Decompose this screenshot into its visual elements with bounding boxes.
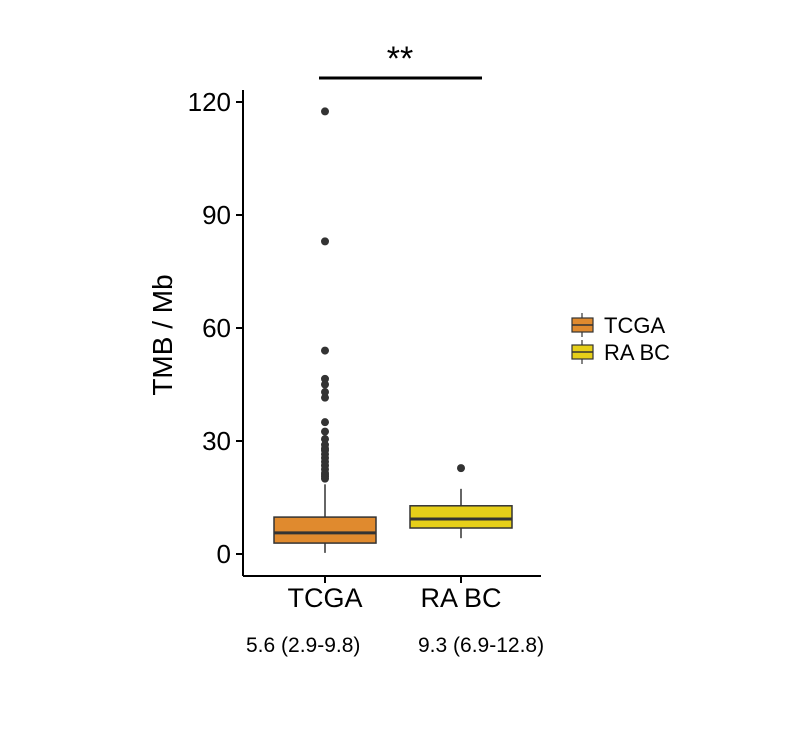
y-ticks: 0 30 60 90 120 bbox=[188, 87, 243, 569]
outlier-point bbox=[321, 393, 329, 402]
outlier-point bbox=[321, 346, 329, 355]
y-tick-label: 60 bbox=[202, 313, 231, 343]
outlier-point bbox=[321, 474, 329, 483]
legend-label: RA BC bbox=[604, 340, 670, 365]
outlier-point bbox=[321, 374, 329, 383]
summary-label-tcga: 5.6 (2.9-9.8) bbox=[246, 634, 361, 657]
outlier-point bbox=[321, 237, 329, 246]
iqr-box bbox=[409, 505, 513, 529]
significance-bracket: ** bbox=[319, 40, 482, 80]
outlier-point bbox=[457, 464, 465, 473]
significance-stars: ** bbox=[387, 40, 413, 78]
outlier-point bbox=[321, 388, 329, 397]
outlier-point bbox=[321, 107, 329, 116]
box-ra-bc bbox=[409, 464, 513, 539]
y-tick-label: 30 bbox=[202, 426, 231, 456]
outlier-point bbox=[321, 380, 329, 389]
box-tcga bbox=[273, 107, 377, 553]
x-tick-label: RA BC bbox=[420, 583, 501, 613]
legend-label: TCGA bbox=[604, 313, 665, 338]
outlier-point bbox=[321, 418, 329, 427]
y-axis-label: TMB / Mb bbox=[147, 274, 178, 395]
y-tick-label: 0 bbox=[217, 539, 231, 569]
legend-item-ra-bc: RA BC bbox=[571, 340, 670, 365]
summary-label-rabc: 9.3 (6.9-12.8) bbox=[418, 634, 545, 657]
iqr-box bbox=[273, 516, 377, 544]
legend-item-tcga: TCGA bbox=[571, 313, 665, 338]
x-ticks: TCGA RA BC bbox=[287, 576, 502, 613]
axes bbox=[242, 90, 541, 577]
boxes bbox=[273, 107, 513, 553]
y-tick-label: 120 bbox=[188, 87, 231, 117]
outlier-point bbox=[321, 435, 329, 444]
outlier-point bbox=[321, 427, 329, 436]
x-tick-label: TCGA bbox=[287, 583, 362, 613]
y-tick-label: 90 bbox=[202, 200, 231, 230]
